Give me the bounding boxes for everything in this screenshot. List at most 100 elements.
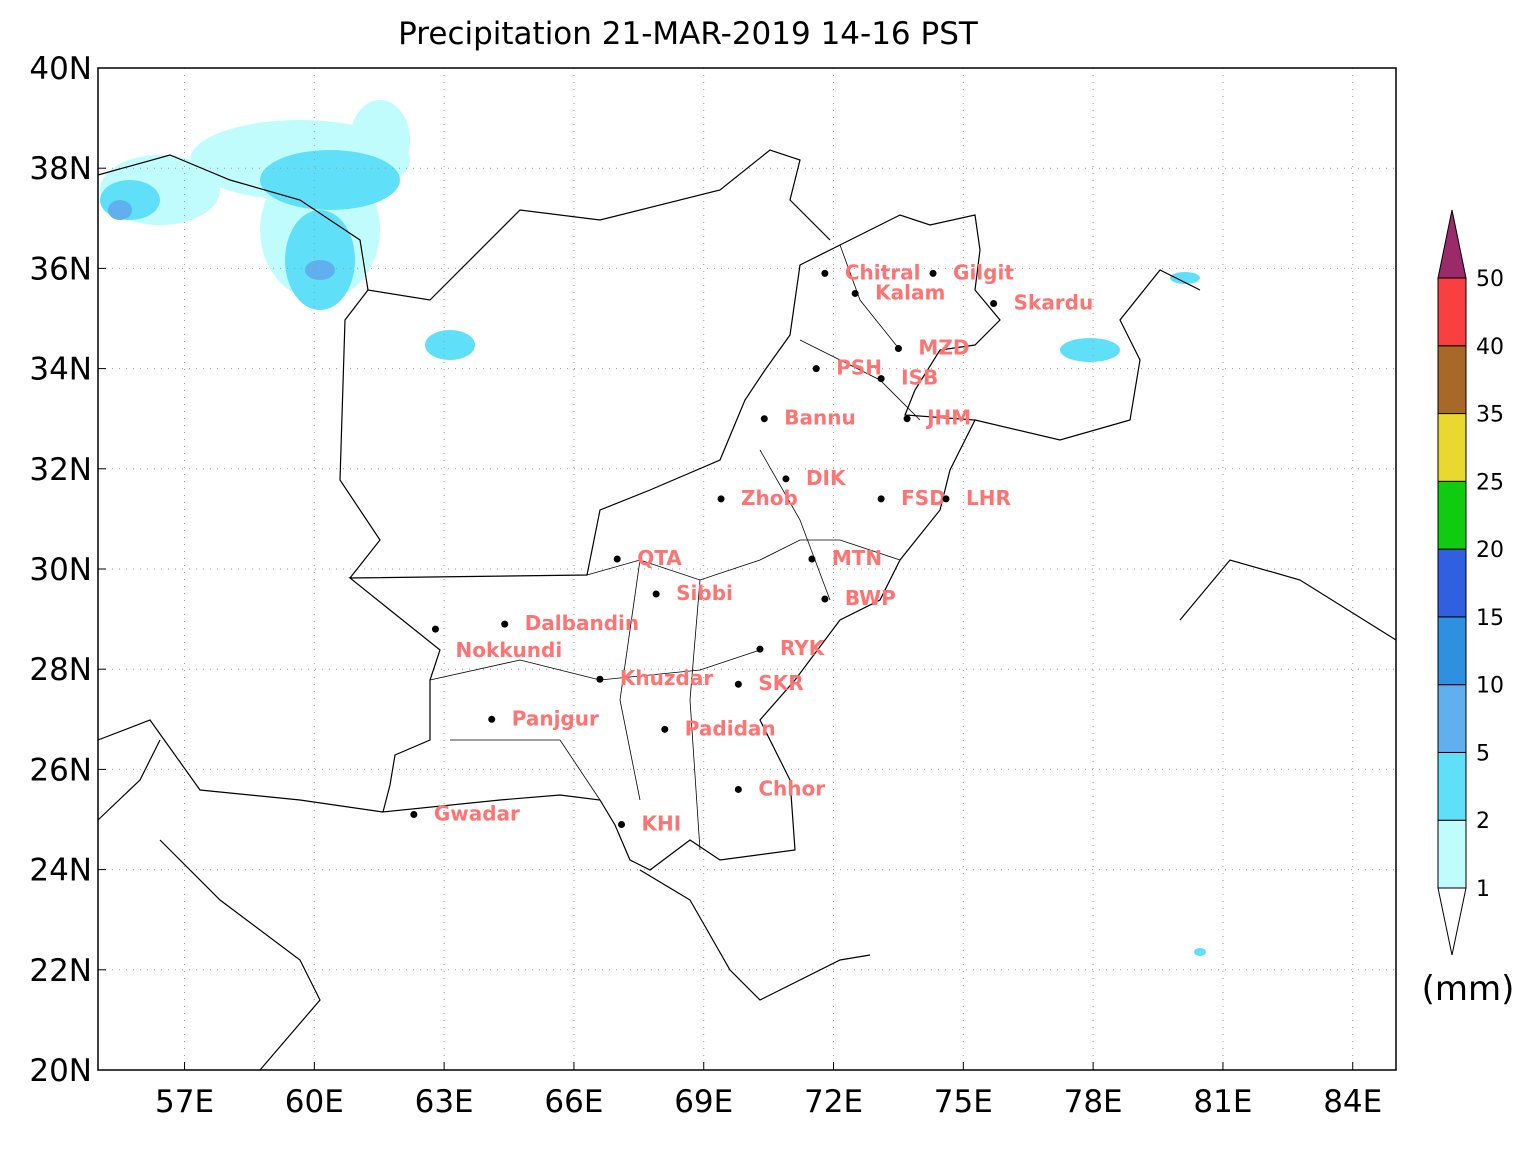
city-label: KHI <box>642 812 682 836</box>
city-marker <box>821 269 829 277</box>
city-label: Zhob <box>741 486 798 510</box>
colorbar-box <box>1437 480 1467 550</box>
x-tick-label: 57E <box>155 1084 214 1120</box>
city-label: FSD <box>901 486 946 510</box>
city-marker <box>877 495 885 503</box>
city-marker <box>717 495 725 503</box>
city-label: SKR <box>758 671 803 695</box>
x-tick-label: 72E <box>804 1084 863 1120</box>
city-marker <box>652 590 660 598</box>
x-tick-label: 84E <box>1323 1084 1382 1120</box>
city-label: Gwadar <box>434 801 520 825</box>
y-tick-label: 24N <box>29 853 92 889</box>
x-tick-label: 60E <box>285 1084 344 1120</box>
city-label: BWP <box>845 586 896 610</box>
city-marker <box>851 289 859 297</box>
colorbar-box <box>1437 684 1467 753</box>
city-label: QTA <box>637 546 682 570</box>
city-label: Panjgur <box>512 706 599 730</box>
colorbar-label: 35 <box>1476 403 1504 428</box>
colorbar-unit: (mm) <box>1422 969 1515 1009</box>
city-label: Skardu <box>1014 290 1094 314</box>
x-tick-label: 78E <box>1064 1084 1123 1120</box>
city-marker <box>734 785 742 793</box>
city-marker <box>734 680 742 688</box>
city-label: Khuzdar <box>620 666 713 690</box>
city-label: Chitral <box>845 260 921 284</box>
colorbar-label: 25 <box>1476 470 1504 495</box>
colorbar-label: 1 <box>1476 877 1490 902</box>
y-tick-label: 20N <box>29 1053 92 1089</box>
y-tick-label: 40N <box>29 51 92 87</box>
city-label: Padidan <box>685 716 776 740</box>
city-marker <box>431 625 439 633</box>
city-label: JHM <box>925 406 971 430</box>
city-marker <box>410 810 418 818</box>
city-label: MZD <box>918 336 969 360</box>
map-title: Precipitation 21-MAR-2019 14-16 PST <box>398 16 979 52</box>
city-marker <box>661 725 669 733</box>
city-marker <box>596 675 604 683</box>
colorbar-over <box>1437 209 1467 279</box>
colorbar-label: 40 <box>1476 335 1504 360</box>
y-tick-label: 34N <box>29 352 92 388</box>
city-marker <box>877 375 885 383</box>
colorbar-label: 10 <box>1476 674 1504 699</box>
x-tick-label: 63E <box>415 1084 474 1120</box>
city-marker <box>782 475 790 483</box>
city-marker <box>756 645 764 653</box>
colorbar-box <box>1437 751 1467 821</box>
city-marker <box>808 555 816 563</box>
colorbar-label: 20 <box>1476 538 1504 563</box>
y-tick-label: 22N <box>29 953 92 989</box>
colorbar-label: 50 <box>1476 267 1504 292</box>
colorbar-box <box>1437 413 1467 482</box>
city-marker <box>501 620 509 628</box>
city-label: PSH <box>836 356 882 380</box>
y-tick-label: 26N <box>29 752 92 788</box>
city-marker <box>990 299 998 307</box>
y-tick-label: 38N <box>29 151 92 187</box>
city-marker <box>488 715 496 723</box>
city-label: Sibbi <box>676 581 733 605</box>
x-tick-label: 81E <box>1193 1084 1252 1120</box>
colorbar-label: 5 <box>1476 741 1490 766</box>
colorbar-box <box>1437 345 1467 415</box>
boundaries <box>97 149 1397 1071</box>
colorbar-label: 2 <box>1476 809 1490 834</box>
x-tick-label: 66E <box>544 1084 603 1120</box>
y-tick-label: 36N <box>29 251 92 287</box>
city-marker <box>903 415 911 423</box>
colorbar-label: 15 <box>1476 606 1504 631</box>
y-tick-label: 32N <box>29 452 92 488</box>
y-tick-label: 28N <box>29 652 92 688</box>
city-marker <box>894 345 902 353</box>
city-label: Chhor <box>758 776 825 800</box>
colorbar-box <box>1437 616 1467 686</box>
colorbar-box <box>1437 819 1467 889</box>
x-tick-label: 75E <box>934 1084 993 1120</box>
x-tick-label: 69E <box>674 1084 733 1120</box>
colorbar-box <box>1437 548 1467 618</box>
city-marker <box>821 595 829 603</box>
city-marker <box>618 821 626 829</box>
city-label: LHR <box>966 486 1011 510</box>
city-label: RYK <box>780 636 826 660</box>
city-label: Nokkundi <box>455 638 562 662</box>
city-label: Gilgit <box>953 260 1014 284</box>
city-label: Dalbandin <box>525 611 639 635</box>
colorbar-box <box>1437 277 1467 347</box>
city-label: MTN <box>832 546 882 570</box>
city-marker <box>760 415 768 423</box>
city-marker <box>942 495 950 503</box>
city-label: Kalam <box>875 280 945 304</box>
city-marker <box>929 269 937 277</box>
city-label: DIK <box>806 466 847 490</box>
city-marker <box>613 555 621 563</box>
precipitation-field <box>100 100 1206 956</box>
city-label: ISB <box>901 366 938 390</box>
y-tick-label: 30N <box>29 552 92 588</box>
city-label: Bannu <box>784 406 855 430</box>
